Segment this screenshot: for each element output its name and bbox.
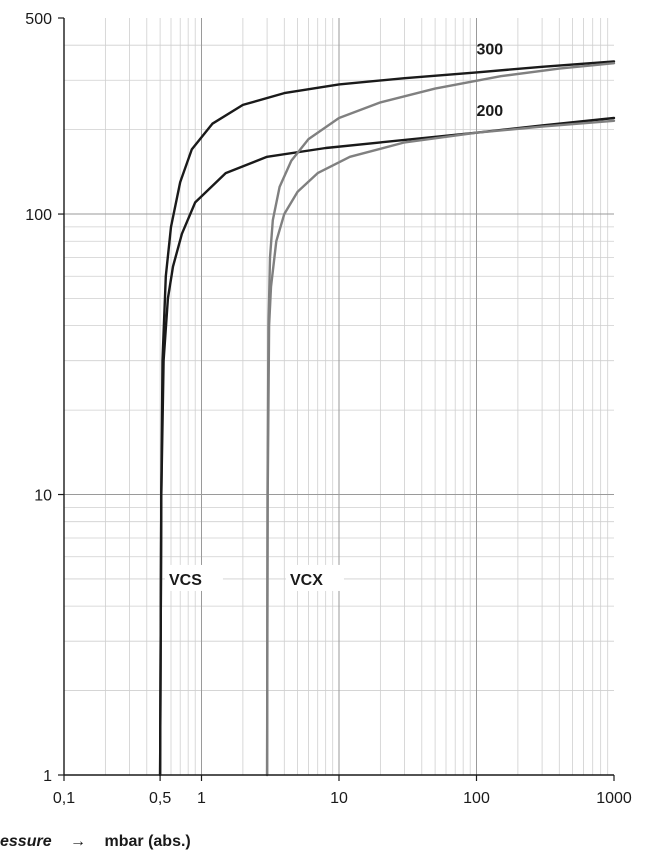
y-tick-label: 500 xyxy=(25,11,52,28)
curve-vcs-200 xyxy=(158,116,616,777)
annotation-vcx: VCX xyxy=(290,572,323,589)
annotations: 300 200 VCS VCX xyxy=(169,41,503,589)
x-axis-label-prefix: essure xyxy=(0,833,52,850)
curve-vcx-300 xyxy=(265,62,616,777)
y-tick-label: 100 xyxy=(25,207,52,224)
major-grid xyxy=(64,18,614,775)
label-box-vcs xyxy=(164,564,223,591)
annotation-vcs: VCS xyxy=(169,572,202,589)
ticks: 0,1 0,5 1 10 100 1000 1 10 100 500 xyxy=(25,11,632,807)
annotation-300: 300 xyxy=(477,41,504,58)
curves xyxy=(158,60,616,777)
x-axis-arrow: → xyxy=(70,833,86,850)
x-tick-label: 1000 xyxy=(596,790,632,807)
curve-vcs-300 xyxy=(158,60,616,777)
label-box-vcx xyxy=(285,564,344,591)
x-tick-label: 10 xyxy=(330,790,348,807)
x-tick-label: 1 xyxy=(197,790,206,807)
curve-vcx-200 xyxy=(265,119,616,777)
y-tick-label: 1 xyxy=(43,768,52,785)
x-axis-unit: mbar (abs.) xyxy=(105,833,191,850)
x-tick-label: 0,5 xyxy=(149,790,171,807)
x-axis-label: essure → mbar (abs.) xyxy=(0,833,191,850)
x-tick-label: 100 xyxy=(463,790,490,807)
label-boxes xyxy=(164,564,344,591)
y-tick-label: 10 xyxy=(34,488,52,505)
minor-grid xyxy=(64,18,614,775)
x-tick-label: 0,1 xyxy=(53,790,75,807)
annotation-200: 200 xyxy=(477,103,504,120)
